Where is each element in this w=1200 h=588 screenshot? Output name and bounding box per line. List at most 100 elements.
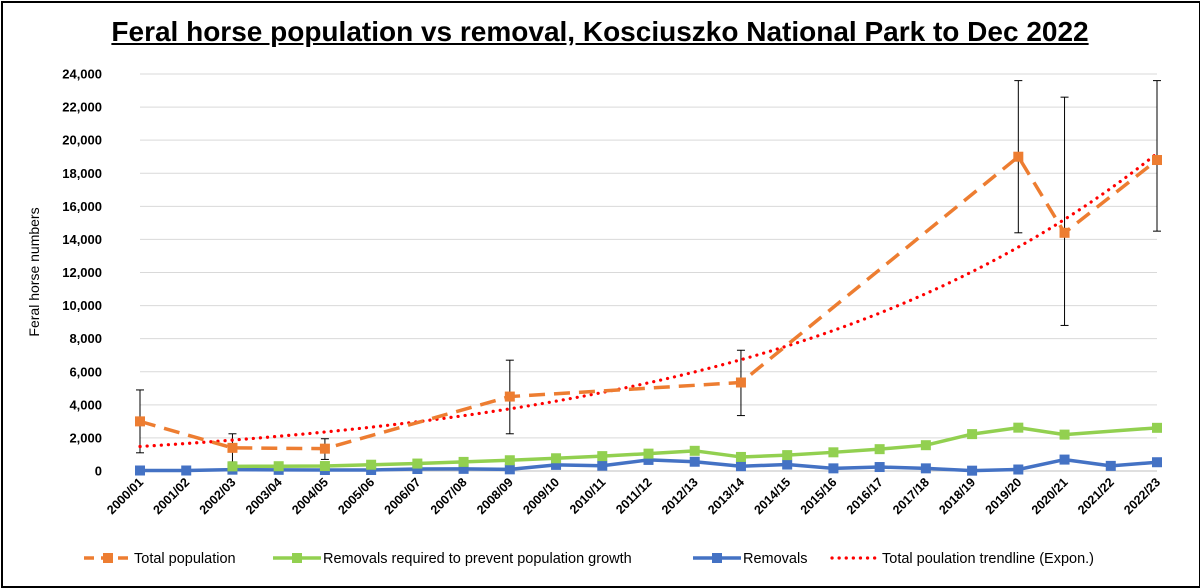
data-point — [735, 377, 746, 388]
y-tick-label: 6,000 — [69, 364, 102, 379]
legend-label: Removals — [743, 551, 807, 567]
legend-item: Total poulation trendline (Expon.) — [830, 551, 1094, 567]
data-point — [366, 465, 377, 476]
chart-title: Feral horse population vs removal, Kosci… — [111, 16, 1089, 47]
legend-label: Total population — [134, 551, 236, 567]
x-tick-label: 2010/11 — [567, 475, 608, 516]
series-line — [139, 154, 1159, 451]
series-total-poulation-trendline-expon- — [138, 151, 1159, 449]
data-point — [828, 463, 839, 474]
data-point — [967, 429, 978, 440]
data-point — [689, 445, 700, 456]
legend-item: Removals required to prevent population … — [273, 551, 632, 567]
data-point — [227, 461, 238, 472]
x-tick-label: 2015/16 — [798, 475, 840, 517]
y-tick-label: 20,000 — [62, 133, 102, 148]
data-point — [735, 451, 746, 462]
y-axis-label: Feral horse numbers — [26, 207, 42, 336]
data-point — [643, 454, 654, 465]
x-tick-label: 2008/09 — [474, 475, 516, 517]
x-tick-label: 2019/20 — [983, 475, 1025, 517]
x-tick-label: 2018/19 — [936, 475, 978, 517]
x-tick-label: 2017/18 — [890, 475, 932, 517]
legend-item: Total population — [84, 551, 236, 567]
series-removals-required-to-prevent-population-growth — [227, 422, 1162, 472]
x-tick-label: 2007/08 — [428, 475, 470, 517]
y-tick-label: 4,000 — [69, 397, 102, 412]
data-point — [504, 455, 515, 466]
x-tick-label: 2002/03 — [197, 475, 239, 517]
x-tick-label: 2001/02 — [150, 475, 192, 517]
x-axis: 2000/01 2001/02 2002/03 2003/04 2004/05 2005/… — [104, 475, 1163, 517]
legend-item: Removals — [693, 551, 807, 567]
data-point — [1059, 429, 1070, 440]
data-point — [828, 447, 839, 458]
data-point — [782, 450, 793, 461]
gridlines — [140, 73, 1157, 472]
x-tick-label: 2022/23 — [1121, 475, 1163, 517]
x-tick-label: 2004/05 — [289, 475, 331, 517]
legend-label: Total poulation trendline (Expon.) — [882, 551, 1094, 567]
data-point — [551, 459, 562, 470]
series-line — [232, 425, 1158, 469]
x-tick-label: 2003/04 — [243, 475, 285, 517]
x-tick-label: 2006/07 — [382, 475, 424, 517]
data-point — [1152, 155, 1162, 166]
x-tick-label: 2020/21 — [1029, 475, 1071, 517]
data-point — [319, 461, 330, 472]
y-axis: 0 2,000 4,000 6,000 8,000 10,000 12,000 14,000 1… — [62, 67, 102, 479]
legend-marker — [292, 553, 302, 563]
data-point — [1013, 422, 1024, 433]
data-point — [135, 465, 145, 476]
data-point — [412, 458, 423, 469]
data-point — [458, 463, 469, 474]
data-point — [689, 456, 700, 467]
y-tick-label: 8,000 — [69, 331, 102, 346]
legend-marker — [103, 553, 113, 563]
x-tick-label: 2011/12 — [613, 475, 654, 516]
y-tick-label: 12,000 — [62, 265, 102, 280]
data-point — [874, 462, 885, 473]
data-point — [227, 442, 238, 453]
data-point — [319, 443, 330, 454]
data-point — [273, 461, 284, 472]
data-point — [1059, 454, 1070, 465]
y-tick-label: 24,000 — [62, 67, 102, 82]
data-point — [967, 465, 978, 476]
data-point — [782, 459, 793, 470]
data-point — [504, 464, 515, 475]
data-point — [874, 444, 885, 455]
x-tick-label: 2016/17 — [844, 475, 886, 517]
y-tick-label: 2,000 — [69, 430, 102, 445]
y-tick-label: 22,000 — [62, 100, 102, 115]
data-point — [643, 448, 654, 459]
y-tick-label: 14,000 — [62, 232, 102, 247]
data-point — [597, 451, 608, 462]
data-point — [920, 440, 931, 451]
data-point — [1152, 422, 1162, 433]
x-tick-label: 2021/22 — [1075, 475, 1117, 517]
legend-label: Removals required to prevent population … — [323, 551, 632, 567]
data-point — [735, 461, 746, 472]
x-tick-label: 2012/13 — [659, 475, 701, 517]
data-point — [1013, 464, 1024, 475]
data-point — [1152, 457, 1162, 468]
data-point — [366, 459, 377, 470]
y-tick-label: 16,000 — [62, 199, 102, 214]
y-tick-label: 0 — [95, 464, 102, 479]
legend-marker — [712, 553, 722, 563]
y-tick-label: 18,000 — [62, 166, 102, 181]
data-point — [1059, 227, 1070, 238]
x-tick-label: 2014/15 — [751, 475, 793, 517]
data-point — [1105, 460, 1116, 471]
x-tick-label: 2000/01 — [104, 475, 146, 517]
data-point — [412, 464, 423, 475]
trendline — [138, 151, 1159, 449]
data-point — [597, 460, 608, 471]
data-point — [135, 416, 145, 427]
data-point — [1013, 151, 1024, 162]
series-total-population — [135, 151, 1162, 454]
series-group — [135, 151, 1162, 476]
data-point — [181, 465, 192, 476]
x-tick-label: 2009/10 — [520, 475, 562, 517]
